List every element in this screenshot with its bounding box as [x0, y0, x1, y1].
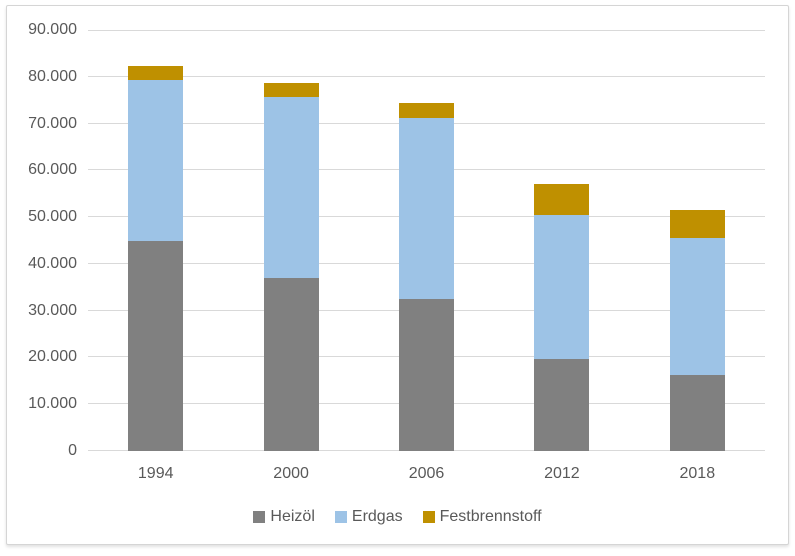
legend-swatch-icon: [253, 511, 266, 523]
bar-segment-festbrennstoff-2000: [263, 82, 319, 97]
legend-item-erdgas: Erdgas: [334, 508, 403, 526]
gridline: [88, 75, 765, 77]
y-tick-label: 60.000: [28, 161, 77, 179]
bar-segment-heizöl-2012: [534, 358, 590, 451]
y-axis: 0 10.000 20.000 30.000 40.000 50.000 60.000 70.…: [7, 21, 77, 459]
y-tick-label: 80.000: [28, 67, 77, 85]
bar-segment-festbrennstoff-1994: [128, 66, 184, 81]
bar-segment-festbrennstoff-2018: [669, 210, 725, 238]
bar-segment-heizöl-2000: [263, 277, 319, 451]
bar-2018: [669, 210, 725, 451]
bar-segment-festbrennstoff-2012: [534, 184, 590, 216]
y-tick-label: 0: [68, 442, 77, 459]
y-tick-label: 10.000: [28, 395, 77, 413]
bar-1994: [128, 66, 184, 451]
bar-segment-festbrennstoff-2006: [399, 103, 454, 118]
x-tick-label: 2000: [273, 465, 309, 482]
bar-segment-heizöl-2006: [399, 299, 454, 451]
bar-2012: [534, 184, 590, 451]
x-tick-label: 2012: [544, 465, 580, 482]
x-axis: 1994 2000 2006 2012 2018: [88, 464, 765, 486]
legend-swatch-icon: [422, 511, 435, 523]
y-tick-label: 70.000: [28, 114, 77, 132]
bar-segment-erdgas-1994: [128, 80, 184, 241]
bar-2000: [263, 82, 319, 451]
chart-frame: 0 10.000 20.000 30.000 40.000 50.000 60.000 70.…: [6, 5, 789, 545]
legend-item-festbrennstoff: Festbrennstoff: [422, 508, 542, 526]
bar-segment-erdgas-2000: [263, 96, 319, 278]
x-tick-label: 2006: [408, 465, 445, 482]
y-tick-label: 40.000: [28, 254, 77, 272]
y-tick-label: 90.000: [28, 21, 77, 38]
bar-segment-heizöl-2018: [669, 375, 725, 451]
x-tick-label: 2018: [679, 465, 716, 482]
bar-segment-erdgas-2012: [534, 215, 590, 359]
y-tick-label: 30.000: [28, 301, 77, 319]
legend-label: Festbrennstoff: [439, 508, 542, 525]
x-tick-label: 1994: [137, 465, 174, 482]
bar-segment-erdgas-2018: [669, 237, 725, 376]
y-tick-label: 20.000: [28, 348, 77, 366]
bar-segment-heizöl-1994: [128, 240, 184, 451]
bar-segment-erdgas-2006: [399, 117, 454, 300]
legend-label: Heizöl: [270, 508, 315, 525]
y-tick-label: 50.000: [28, 208, 77, 226]
legend-swatch-icon: [334, 511, 347, 523]
legend-item-heizöl: Heizöl: [253, 508, 315, 526]
plot-area: [88, 30, 765, 451]
gridline: [88, 30, 765, 31]
legend-label: Erdgas: [351, 508, 403, 525]
bar-2006: [399, 103, 454, 451]
legend: Heizöl Erdgas Festbrennstoff: [7, 508, 788, 526]
